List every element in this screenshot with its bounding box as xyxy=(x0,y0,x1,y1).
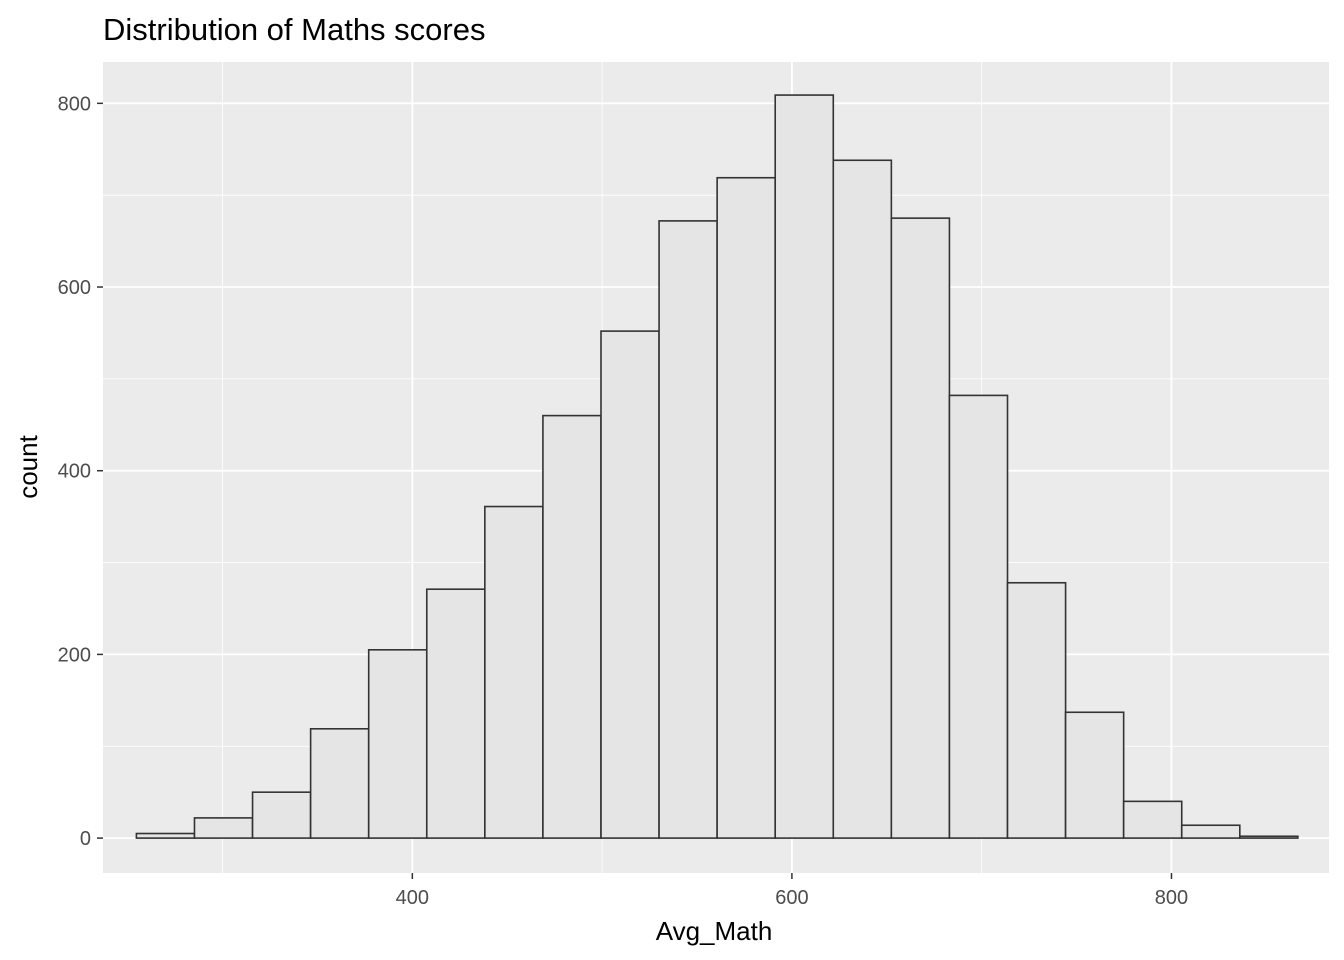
x-tick-label: 600 xyxy=(775,887,808,909)
y-tick-label: 0 xyxy=(80,828,91,850)
histogram-bar xyxy=(135,832,196,839)
histogram-bar xyxy=(948,394,1009,839)
histogram-bar xyxy=(658,220,718,839)
histogram-bar xyxy=(193,817,254,839)
y-tick-label: 400 xyxy=(58,461,91,483)
histogram-bar xyxy=(251,791,312,839)
x-axis-title: Avg_Math xyxy=(656,916,773,946)
chart-title: Distribution of Maths scores xyxy=(103,12,485,47)
histogram-bar xyxy=(367,649,428,839)
histogram-bar xyxy=(600,330,660,839)
y-tick-label: 800 xyxy=(58,93,91,115)
x-axis: 400 600 800 xyxy=(396,873,1188,909)
histogram-bar xyxy=(1064,711,1125,839)
histogram-bar xyxy=(890,217,951,839)
histogram-bar xyxy=(1239,835,1299,839)
histogram-bar xyxy=(1006,581,1067,839)
histogram-bar xyxy=(309,728,370,839)
y-tick-label: 200 xyxy=(58,644,91,666)
histogram-bar xyxy=(774,94,835,839)
histogram-bar xyxy=(542,414,602,839)
histogram-bar xyxy=(484,505,544,839)
histogram-bar xyxy=(1122,800,1183,839)
histogram-bar xyxy=(716,176,777,839)
y-axis-title: count xyxy=(13,434,43,498)
y-tick-label: 600 xyxy=(58,277,91,299)
histogram-bar xyxy=(1180,824,1241,839)
x-tick-label: 400 xyxy=(396,887,429,909)
y-axis: 0 200 400 600 800 xyxy=(58,93,103,850)
bars xyxy=(135,94,1299,839)
x-tick-label: 800 xyxy=(1155,887,1188,909)
histogram-bar xyxy=(425,588,486,839)
histogram-bar xyxy=(832,159,893,839)
